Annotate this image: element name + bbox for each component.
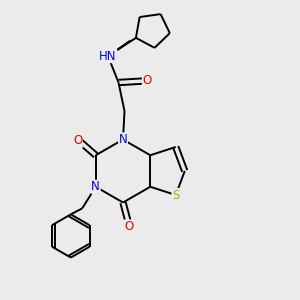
Text: O: O (73, 134, 82, 147)
Text: HN: HN (99, 50, 117, 63)
Text: N: N (118, 133, 127, 146)
Text: O: O (142, 74, 152, 88)
Text: O: O (124, 220, 134, 233)
Text: N: N (91, 180, 100, 193)
Text: S: S (172, 188, 179, 202)
